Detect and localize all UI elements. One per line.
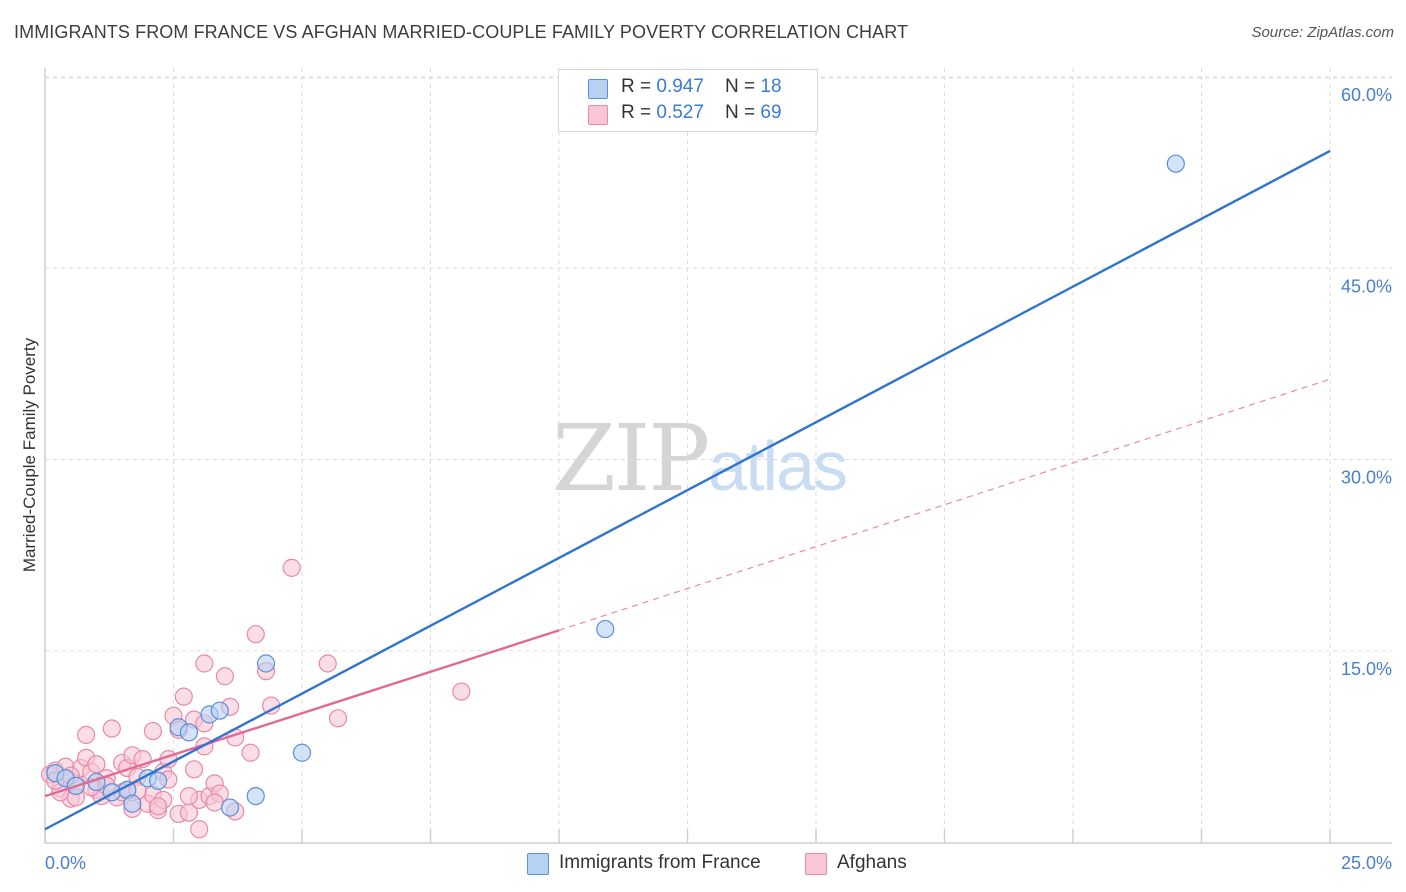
bottom-legend-swatch-france bbox=[527, 853, 549, 875]
y-tick-label: 60.0% bbox=[1341, 85, 1392, 105]
legend-r-value-france: 0.947 bbox=[656, 76, 704, 97]
trend-layer bbox=[44, 149, 1331, 831]
afghans-trend-extension bbox=[558, 378, 1331, 631]
bottom-legend-swatch-afghans bbox=[805, 853, 827, 875]
axis-layer bbox=[44, 68, 1392, 844]
afghans-point bbox=[87, 755, 106, 774]
afghans-point bbox=[102, 719, 121, 738]
legend-r-value-afghans: 0.527 bbox=[656, 102, 704, 123]
tick-label-layer: 15.0% 30.0% 45.0% 60.0% 0.0% 25.0% bbox=[45, 85, 1392, 873]
afghans-point bbox=[282, 558, 301, 577]
legend-n-value-afghans: 69 bbox=[760, 102, 782, 123]
y-tick-label: 45.0% bbox=[1341, 276, 1392, 296]
afghans-point bbox=[190, 820, 209, 839]
france-point bbox=[148, 771, 168, 790]
legend-r-label: R = bbox=[621, 76, 657, 97]
legend-n-label: N = bbox=[725, 76, 761, 97]
france-point bbox=[596, 619, 615, 639]
afghans-point bbox=[246, 625, 265, 644]
france-trend-line bbox=[44, 149, 1331, 831]
watermark: ZIPatlas bbox=[552, 405, 848, 512]
afghans-point bbox=[143, 721, 163, 741]
afghans-point bbox=[452, 682, 471, 701]
x-tick-label: 25.0% bbox=[1341, 853, 1392, 873]
grid-layer bbox=[45, 68, 1392, 843]
france-point bbox=[123, 794, 142, 813]
france-point bbox=[256, 654, 276, 673]
france-point bbox=[246, 786, 265, 806]
afghans-point bbox=[195, 654, 214, 673]
france-point bbox=[210, 701, 229, 720]
y-tick-label: 15.0% bbox=[1341, 659, 1392, 679]
y-tick-label: 30.0% bbox=[1341, 468, 1392, 488]
legend-text-france: R = 0.947 N = 18 bbox=[621, 76, 782, 98]
x-tick-label: 0.0% bbox=[45, 853, 86, 873]
france-point bbox=[1166, 154, 1185, 173]
france-points bbox=[46, 154, 1185, 817]
watermark-zip: ZIP bbox=[552, 405, 710, 512]
france-point bbox=[292, 743, 312, 762]
afghans-point bbox=[318, 654, 337, 673]
legend-swatch-france bbox=[588, 79, 608, 99]
france-point bbox=[220, 798, 240, 817]
afghans-point bbox=[77, 725, 96, 745]
afghans-point bbox=[174, 687, 193, 706]
afghans-point bbox=[215, 667, 234, 686]
afghans-point bbox=[184, 760, 204, 779]
legend-n-value-france: 18 bbox=[760, 76, 782, 97]
source-label: Source: ZipAtlas.com bbox=[1251, 24, 1394, 41]
afghans-point bbox=[205, 793, 224, 812]
bottom-legend-label-afghans: Afghans bbox=[837, 852, 907, 873]
legend-text-afghans: R = 0.527 N = 69 bbox=[621, 102, 782, 124]
france-point bbox=[179, 723, 199, 742]
afghans-point bbox=[148, 797, 168, 816]
legend-r-label: R = bbox=[621, 102, 657, 123]
afghans-point bbox=[179, 786, 199, 806]
legend-swatch-afghans bbox=[588, 105, 608, 125]
legend-n-label: N = bbox=[725, 102, 761, 123]
afghans-point bbox=[241, 743, 260, 762]
afghans-point bbox=[328, 709, 348, 728]
afghans-trend-line bbox=[44, 629, 560, 798]
correlation-legend: R = 0.947 N = 18 R = 0.527 N = 69 bbox=[558, 69, 818, 132]
bottom-legend-label-france: Immigrants from France bbox=[559, 852, 761, 873]
chart-title: IMMIGRANTS FROM FRANCE VS AFGHAN MARRIED… bbox=[14, 22, 909, 42]
